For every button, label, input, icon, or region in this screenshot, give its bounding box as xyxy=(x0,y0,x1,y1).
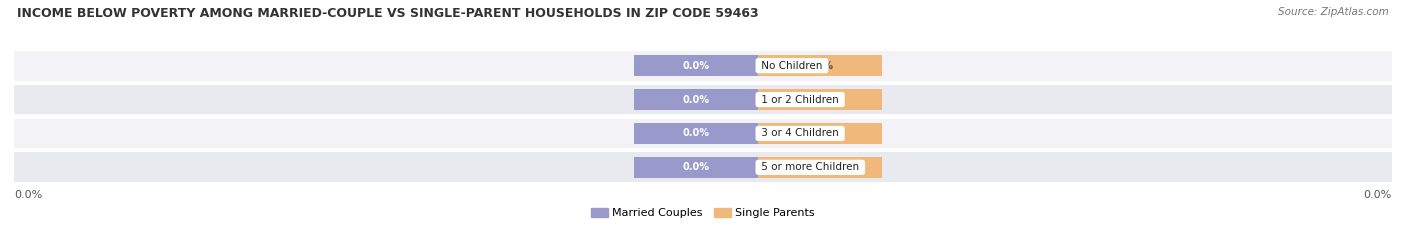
Text: 0.0%: 0.0% xyxy=(682,128,710,138)
Bar xyxy=(14,119,1392,148)
Legend: Married Couples, Single Parents: Married Couples, Single Parents xyxy=(592,208,814,218)
Bar xyxy=(758,123,882,144)
Bar xyxy=(758,157,882,178)
Text: 3 or 4 Children: 3 or 4 Children xyxy=(758,128,842,138)
Text: 0.0%: 0.0% xyxy=(682,61,710,71)
Bar xyxy=(758,55,882,76)
Bar xyxy=(14,152,1392,182)
Bar xyxy=(14,85,1392,114)
Bar xyxy=(634,157,758,178)
Text: 0.0%: 0.0% xyxy=(14,190,42,200)
Text: INCOME BELOW POVERTY AMONG MARRIED-COUPLE VS SINGLE-PARENT HOUSEHOLDS IN ZIP COD: INCOME BELOW POVERTY AMONG MARRIED-COUPL… xyxy=(17,7,758,20)
Bar xyxy=(634,89,758,110)
Text: 1 or 2 Children: 1 or 2 Children xyxy=(758,95,842,105)
Text: 0.0%: 0.0% xyxy=(807,128,834,138)
Bar xyxy=(634,123,758,144)
Bar xyxy=(634,55,758,76)
Text: 0.0%: 0.0% xyxy=(807,61,834,71)
Bar xyxy=(758,89,882,110)
Bar xyxy=(14,51,1392,81)
Text: 0.0%: 0.0% xyxy=(682,162,710,172)
Text: 0.0%: 0.0% xyxy=(807,95,834,105)
Text: 0.0%: 0.0% xyxy=(807,162,834,172)
Text: 0.0%: 0.0% xyxy=(1364,190,1392,200)
Text: 0.0%: 0.0% xyxy=(682,95,710,105)
Text: No Children: No Children xyxy=(758,61,825,71)
Text: 5 or more Children: 5 or more Children xyxy=(758,162,862,172)
Text: Source: ZipAtlas.com: Source: ZipAtlas.com xyxy=(1278,7,1389,17)
